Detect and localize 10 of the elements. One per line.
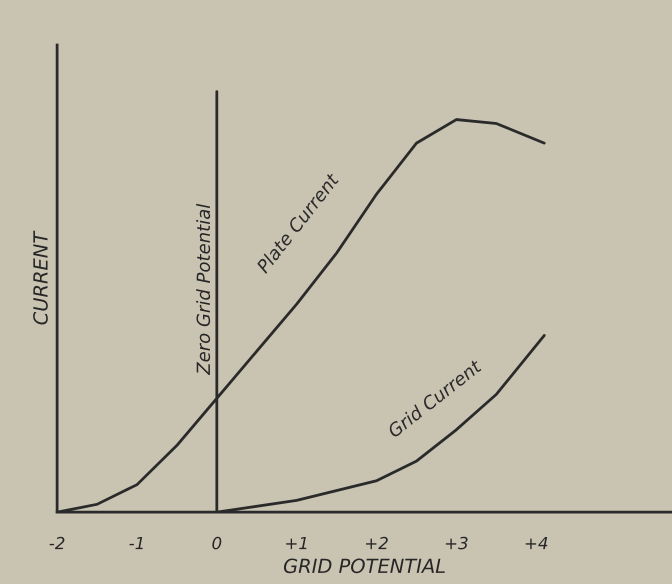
x-tick-label: 0 <box>212 536 222 550</box>
x-tick-label: -1 <box>129 536 143 550</box>
y-axis-title: CURRENT <box>33 230 48 325</box>
x-tick-label: +4 <box>526 536 548 550</box>
x-tick-label: +2 <box>366 536 388 550</box>
x-tick-label: +3 <box>446 536 468 550</box>
x-axis-title: GRID POTENTIAL <box>284 558 445 574</box>
x-tick-label: -2 <box>50 536 64 550</box>
ref-line-label: Zero Grid Potential <box>196 204 210 376</box>
x-tick-label: +1 <box>286 536 306 550</box>
